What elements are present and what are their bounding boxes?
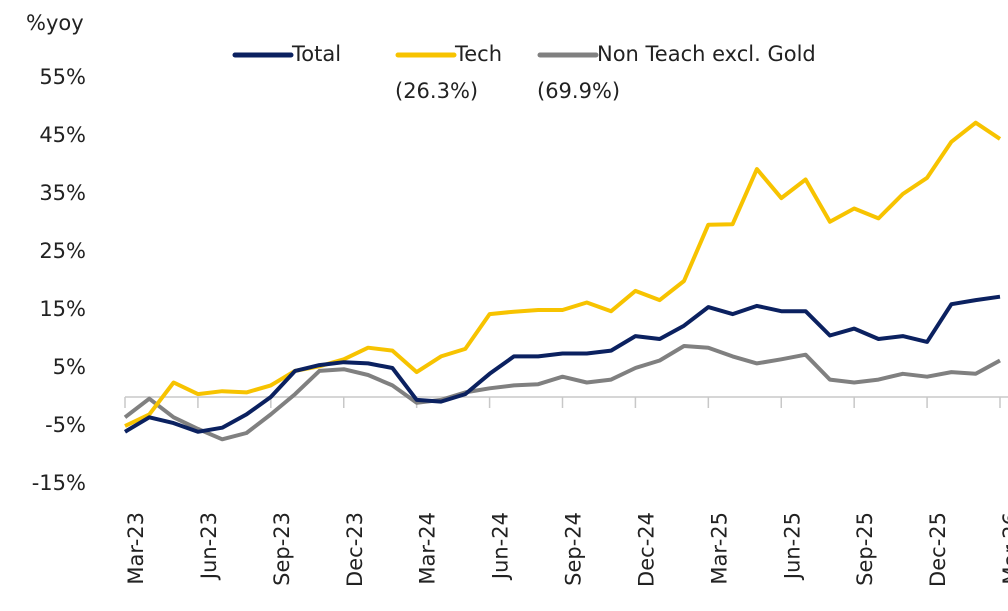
legend-note: (69.9%): [537, 79, 620, 103]
legend-label: Non Teach excl. Gold: [597, 42, 816, 66]
x-tick-label: Dec-25: [926, 512, 950, 587]
y-tick-label: 45%: [39, 123, 86, 147]
x-tick-label: Jun-24: [489, 512, 513, 581]
y-axis-label: %yoy: [26, 11, 84, 35]
x-tick-label: Mar-25: [707, 512, 731, 585]
y-tick-label: 15%: [39, 297, 86, 321]
y-tick-label: 35%: [39, 181, 86, 205]
y-tick-label: -15%: [32, 471, 86, 495]
x-tick-label: Jun-25: [780, 512, 804, 581]
legend-label: Tech: [454, 42, 502, 66]
y-tick-label: 55%: [39, 65, 86, 89]
series-line: [123, 344, 1001, 442]
x-tick-label: Dec-23: [343, 512, 367, 587]
legend-note: (26.3%): [395, 79, 478, 103]
x-tick-label: Mar-24: [416, 512, 440, 585]
x-tick-label: Mar-26: [999, 512, 1008, 585]
series-line: [123, 294, 1001, 434]
x-tick-label: Sep-24: [562, 512, 586, 586]
legend-label: Total: [291, 42, 341, 66]
y-tick-label: -5%: [45, 413, 86, 437]
x-tick-label: Mar-23: [124, 512, 148, 585]
x-tick-label: Sep-23: [270, 512, 294, 586]
series-line: [124, 120, 1002, 428]
x-tick-label: Sep-25: [853, 512, 877, 586]
x-tick-label: Dec-24: [634, 512, 658, 587]
y-tick-label: 5%: [53, 355, 86, 379]
x-tick-label: Jun-23: [197, 512, 221, 581]
y-tick-label: 25%: [39, 239, 86, 263]
